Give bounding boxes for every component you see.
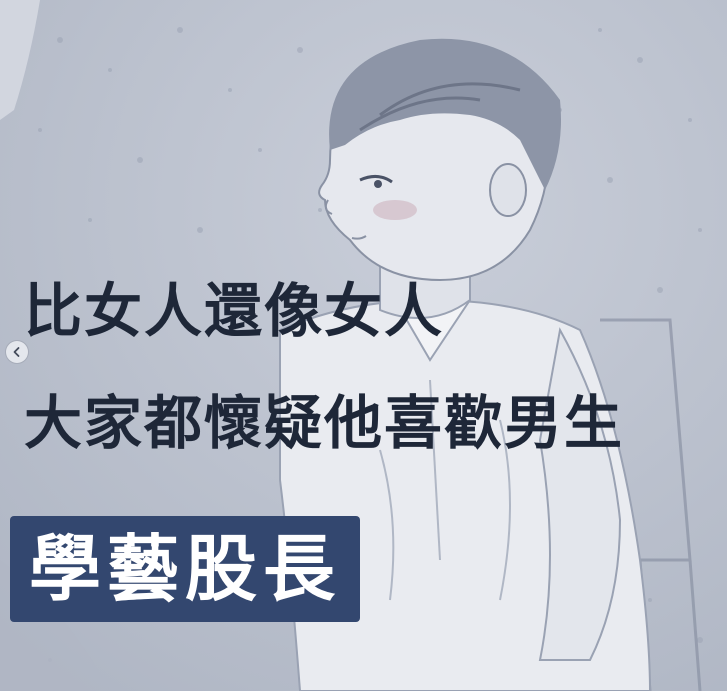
chevron-left-icon: [13, 347, 20, 357]
caption-line-1: 比女人還像女人: [24, 277, 445, 345]
caption-line-2: 大家都懷疑他喜歡男生: [24, 389, 625, 457]
role-tag: 學藝股長: [10, 516, 360, 622]
carousel-prev-button[interactable]: [5, 340, 29, 364]
role-tag-label: 學藝股長: [28, 527, 341, 611]
